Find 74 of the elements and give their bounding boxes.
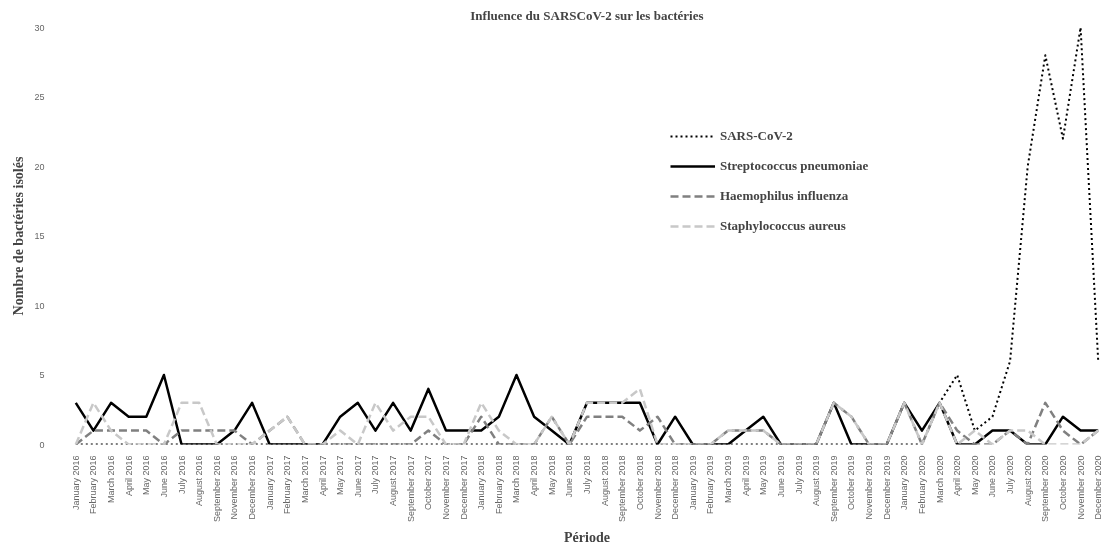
- x-tick-label: October 2019: [846, 455, 857, 511]
- x-tick-label: January 2019: [687, 455, 698, 511]
- x-tick-label: November 2019: [864, 455, 875, 520]
- x-tick-label: December 2017: [458, 455, 469, 520]
- x-tick-label: April 2016: [123, 455, 134, 497]
- x-tick-label: May 2018: [546, 455, 557, 496]
- x-tick-label: February 2019: [705, 455, 716, 515]
- x-tick-label: September 2020: [1040, 455, 1051, 523]
- x-tick-label: April 2020: [952, 455, 963, 497]
- x-tick-label: May 2020: [969, 455, 980, 496]
- x-tick-label: July 2016: [176, 455, 187, 495]
- x-tick-label: January 2017: [264, 455, 275, 511]
- x-tick-label: December 2019: [881, 455, 892, 520]
- x-tick-label: April 2019: [740, 455, 751, 497]
- x-tick-label: March 2019: [723, 455, 734, 504]
- x-tick-label: February 2020: [916, 455, 927, 515]
- x-tick-label: March 2017: [299, 455, 310, 504]
- x-tick-label: January 2020: [899, 455, 910, 511]
- x-tick-label: July 2019: [793, 455, 804, 495]
- x-tick-label: February 2016: [88, 455, 99, 515]
- y-axis-title: Nombre de bactéries isolés: [11, 156, 27, 316]
- x-tick-label: February 2017: [282, 455, 293, 515]
- x-tick-label: November 2016: [229, 455, 240, 520]
- x-tick-label: October 2020: [1057, 455, 1068, 511]
- x-tick-label: June 2018: [564, 455, 575, 498]
- legend-label: Streptococcus pneumoniae: [720, 158, 869, 174]
- x-tick-label: August 2018: [599, 455, 610, 507]
- x-tick-label: June 2019: [775, 455, 786, 498]
- x-tick-label: October 2017: [423, 455, 434, 511]
- y-tick-label: 0: [39, 439, 45, 450]
- x-tick-label: November 2017: [440, 455, 451, 520]
- y-tick-label: 10: [34, 300, 45, 311]
- chart-title: Influence du SARSCoV-2 sur les bactéries: [470, 7, 704, 23]
- x-tick-label: July 2020: [1005, 455, 1016, 495]
- legend-label: Staphylococcus aureus: [720, 218, 846, 234]
- y-tick-label: 30: [34, 22, 45, 33]
- x-tick-label: March 2016: [106, 455, 117, 504]
- y-tick-label: 5: [39, 370, 45, 380]
- x-tick-label: April 2017: [317, 455, 328, 497]
- x-tick-label: August 2019: [811, 455, 822, 507]
- legend-label: Haemophilus influenza: [720, 188, 849, 204]
- y-tick-label: 25: [34, 92, 45, 102]
- x-tick-label: June 2017: [352, 455, 363, 498]
- x-tick-label: August 2017: [388, 455, 399, 507]
- x-tick-label: September 2016: [211, 455, 222, 523]
- y-tick-label: 15: [34, 231, 45, 241]
- x-tick-label: May 2016: [141, 455, 152, 496]
- x-tick-label: June 2016: [158, 455, 169, 498]
- x-tick-label: September 2017: [405, 455, 416, 523]
- x-tick-label: December 2020: [1093, 455, 1104, 520]
- x-tick-label: May 2017: [335, 455, 346, 496]
- x-tick-label: November 2020: [1075, 455, 1086, 520]
- x-tick-label: February 2018: [493, 455, 504, 515]
- x-tick-label: July 2018: [582, 455, 592, 495]
- x-tick-label: June 2020: [987, 455, 998, 498]
- x-tick-label: August 2016: [194, 455, 205, 507]
- x-tick-label: July 2017: [370, 455, 381, 495]
- x-tick-label: January 2018: [476, 455, 487, 511]
- x-tick-label: December 2018: [670, 455, 681, 520]
- x-tick-label: October 2018: [634, 455, 645, 511]
- y-tick-label: 20: [34, 161, 45, 172]
- x-tick-label: January 2016: [70, 455, 81, 511]
- x-tick-label: December 2016: [247, 455, 258, 520]
- x-tick-label: September 2018: [617, 455, 628, 523]
- x-tick-label: March 2020: [934, 455, 945, 504]
- x-tick-label: May 2019: [758, 455, 769, 496]
- x-axis-title: Période: [564, 530, 610, 546]
- x-tick-label: April 2018: [529, 455, 540, 497]
- x-tick-label: September 2019: [828, 455, 839, 523]
- x-tick-label: November 2018: [652, 455, 663, 520]
- x-tick-label: August 2020: [1022, 455, 1033, 507]
- legend-label: SARS-CoV-2: [720, 128, 793, 144]
- line-series: [74, 387, 1100, 445]
- x-tick-label: March 2018: [511, 455, 522, 504]
